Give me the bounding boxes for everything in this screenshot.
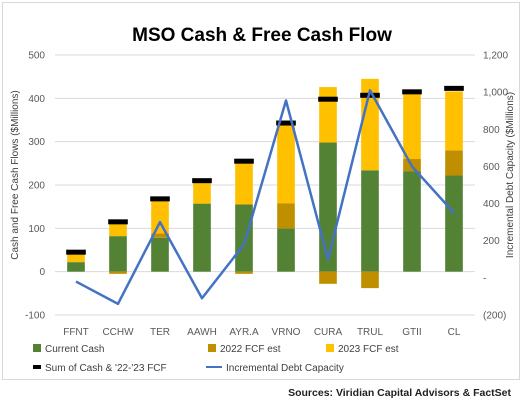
x-tick-label: VRNO: [272, 327, 301, 338]
y2-tick-label: 600: [483, 162, 500, 173]
bar-2023-fcf-est: [235, 161, 253, 205]
y2-tick-label: 400: [483, 199, 500, 210]
legend-label: Incremental Debt Capacity: [226, 363, 344, 374]
legend-label: 2023 FCF est: [338, 344, 399, 355]
x-tick-label: AAWH: [187, 327, 217, 338]
y-tick-label: -100: [25, 311, 45, 322]
bar-2022-fcf-est: [445, 150, 463, 176]
left-axis-ticks: -100 0 100 200 300 400 500: [25, 51, 45, 322]
legend-swatch: [208, 344, 216, 352]
bar-2023-fcf-est: [109, 220, 127, 237]
bar-current-cash: [235, 204, 253, 272]
category-axis-ticks: FFNT CCHW TER AAWH AYR.A VRNO CURA TRUL GTII CL: [63, 327, 461, 338]
x-tick-label: CCHW: [102, 327, 134, 338]
legend-label: Current Cash: [45, 344, 104, 355]
legend-label: 2022 FCF est: [220, 344, 281, 355]
bar-2022-fcf-est: [235, 271, 253, 274]
y-tick-label: 300: [28, 137, 45, 148]
y2-tick-label: 200: [483, 236, 500, 247]
sum-marker: [192, 178, 212, 184]
bar-2023-fcf-est: [319, 87, 337, 143]
bar-current-cash: [109, 236, 127, 272]
legend-swatch: [33, 365, 41, 369]
right-axis-title: Incremental Debt Capacity ($Millions): [505, 92, 516, 258]
y2-tick-label: -: [483, 273, 486, 284]
sum-marker: [108, 219, 128, 225]
source-note: Sources: Viridian Capital Advisors & Fac…: [288, 387, 511, 399]
y2-tick-label: 1,000: [483, 88, 508, 99]
x-tick-label: TRUL: [357, 327, 384, 338]
sum-marker: [444, 85, 464, 91]
y-tick-label: 500: [28, 51, 45, 62]
x-tick-label: CL: [448, 327, 461, 338]
bar-current-cash: [361, 170, 379, 272]
y-tick-label: 400: [28, 94, 45, 105]
bar-2023-fcf-est: [445, 91, 463, 151]
bar-current-cash: [151, 237, 169, 272]
left-axis-title: Cash and Free Cash Flows ($Millions): [10, 90, 21, 260]
x-tick-label: TER: [150, 327, 170, 338]
debt-capacity-line-group: [75, 89, 455, 306]
bar-current-cash: [193, 203, 211, 272]
x-tick-label: AYR.A: [229, 327, 259, 338]
sum-marker: [234, 158, 254, 164]
legend-swatch: [326, 344, 334, 352]
y-tick-label: 200: [28, 181, 45, 192]
bar-2022-fcf-est: [151, 233, 169, 238]
legend-swatch: [33, 344, 41, 352]
x-tick-label: GTII: [402, 327, 421, 338]
bar-2023-fcf-est: [67, 252, 85, 263]
bar-2023-fcf-est: [151, 200, 169, 234]
bar-2022-fcf-est: [277, 203, 295, 229]
bar-current-cash: [403, 171, 421, 272]
sum-marker: [66, 249, 86, 255]
y2-tick-label: 1,200: [483, 51, 508, 62]
y2-tick-label: (200): [483, 311, 506, 322]
bar-2023-fcf-est: [277, 123, 295, 204]
legend-label: Sum of Cash & '22-'23 FCF: [45, 363, 167, 374]
sum-marker: [402, 89, 422, 95]
bar-2022-fcf-est: [319, 271, 337, 284]
x-tick-label: FFNT: [63, 327, 89, 338]
sum-marker: [150, 196, 170, 202]
bar-2022-fcf-est: [109, 271, 127, 274]
right-axis-ticks: (200) - 200 400 600 800 1,000 1,200: [483, 51, 508, 322]
chart-svg: MSO Cash & Free Cash Flow -100 0 100 200 300…: [10, 25, 516, 374]
bar-2023-fcf-est: [361, 78, 379, 171]
y-tick-label: 100: [28, 224, 45, 235]
x-tick-label: CURA: [314, 327, 343, 338]
chart-title: MSO Cash & Free Cash Flow: [132, 25, 392, 46]
bar-current-cash: [319, 142, 337, 272]
bar-2023-fcf-est: [403, 94, 421, 159]
bar-current-cash: [67, 262, 85, 272]
sum-marker: [276, 120, 296, 126]
bar-group: [67, 78, 463, 289]
bar-2022-fcf-est: [361, 271, 379, 289]
legend: Current Cash 2022 FCF est 2023 FCF est Sum …: [33, 344, 399, 374]
bar-current-cash: [277, 228, 295, 272]
debt-capacity-line: [75, 89, 455, 306]
bar-2023-fcf-est: [193, 181, 211, 204]
y-tick-label: 0: [39, 267, 45, 278]
y2-tick-label: 800: [483, 125, 500, 136]
bar-current-cash: [445, 175, 463, 272]
sum-marker: [318, 96, 338, 102]
